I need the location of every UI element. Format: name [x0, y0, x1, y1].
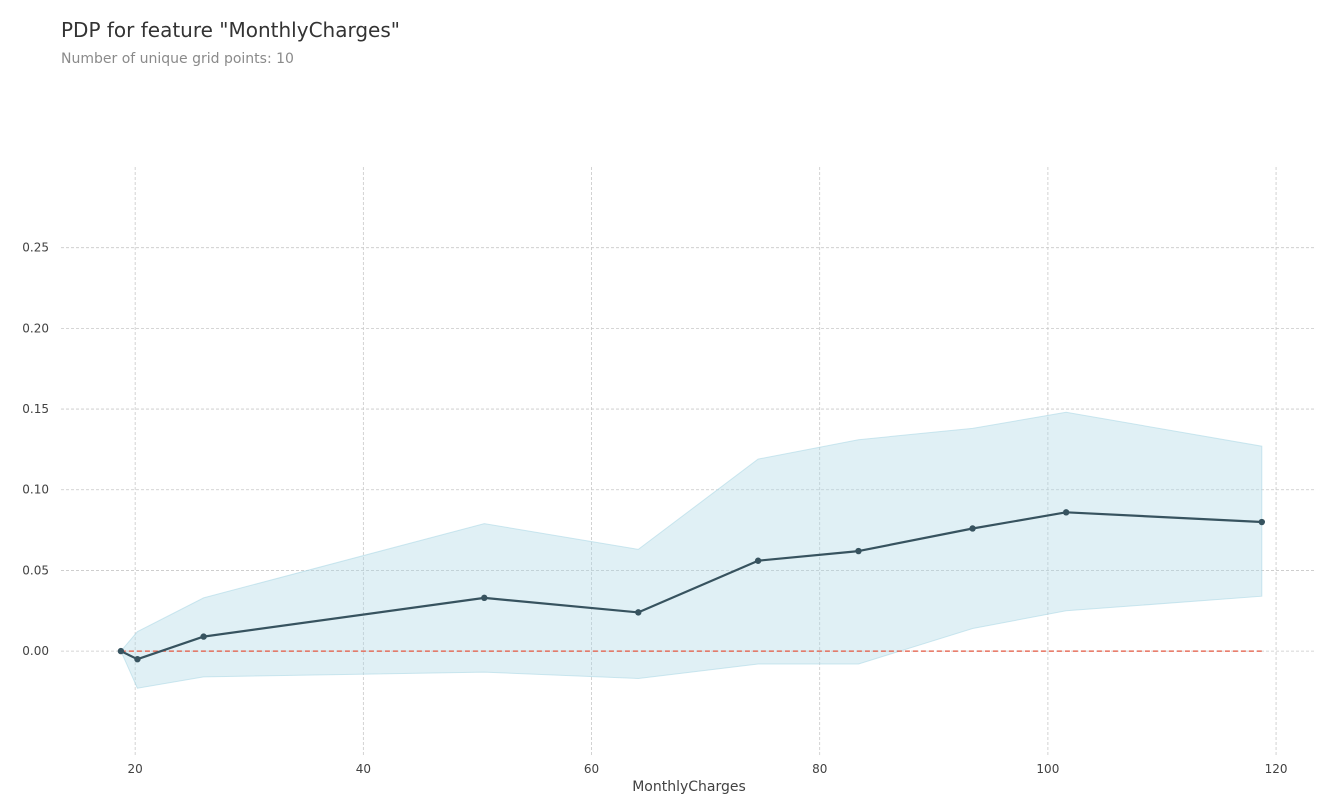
- y-tick-label: 0.05: [22, 563, 49, 577]
- pdp-point: [481, 594, 488, 602]
- x-axis-label: MonthlyCharges: [632, 779, 746, 795]
- x-tick-label: 40: [356, 762, 371, 776]
- y-tick-label: 0.15: [22, 402, 49, 416]
- axis-ticks: 20 40 60 80 100 120 0.00 0.05 0.10 0.15 0.20 0.25: [22, 241, 1287, 776]
- pdp-point: [117, 647, 125, 655]
- y-tick-label: 0.10: [22, 483, 49, 497]
- confidence-band: [120, 411, 1263, 689]
- pdp-point: [1258, 518, 1266, 526]
- pdp-point: [754, 557, 762, 564]
- pdp-line-layer: [120, 511, 1262, 661]
- pdp-line: [120, 511, 1262, 661]
- x-tick-label: 60: [584, 762, 599, 776]
- chart-subtitle: Number of unique grid points: 10: [61, 51, 294, 67]
- pdp-point: [200, 633, 207, 640]
- y-tick-label: 0.00: [22, 644, 49, 658]
- chart-title: PDP for feature "MonthlyCharges": [61, 18, 400, 42]
- grid: [61, 167, 1316, 756]
- pdp-points-layer: [117, 509, 1266, 663]
- x-tick-label: 100: [1036, 762, 1059, 776]
- pdp-point: [635, 609, 642, 616]
- pdp-point: [134, 655, 141, 663]
- x-tick-label: 20: [128, 762, 143, 776]
- pdp-point: [855, 547, 862, 555]
- y-tick-label: 0.25: [22, 241, 49, 255]
- confidence-band-layer: [120, 411, 1263, 689]
- pdp-point: [969, 525, 976, 532]
- y-tick-label: 0.20: [22, 321, 49, 335]
- pdp-point: [1062, 509, 1070, 516]
- x-tick-label: 80: [812, 762, 827, 776]
- x-tick-label: 120: [1265, 762, 1288, 776]
